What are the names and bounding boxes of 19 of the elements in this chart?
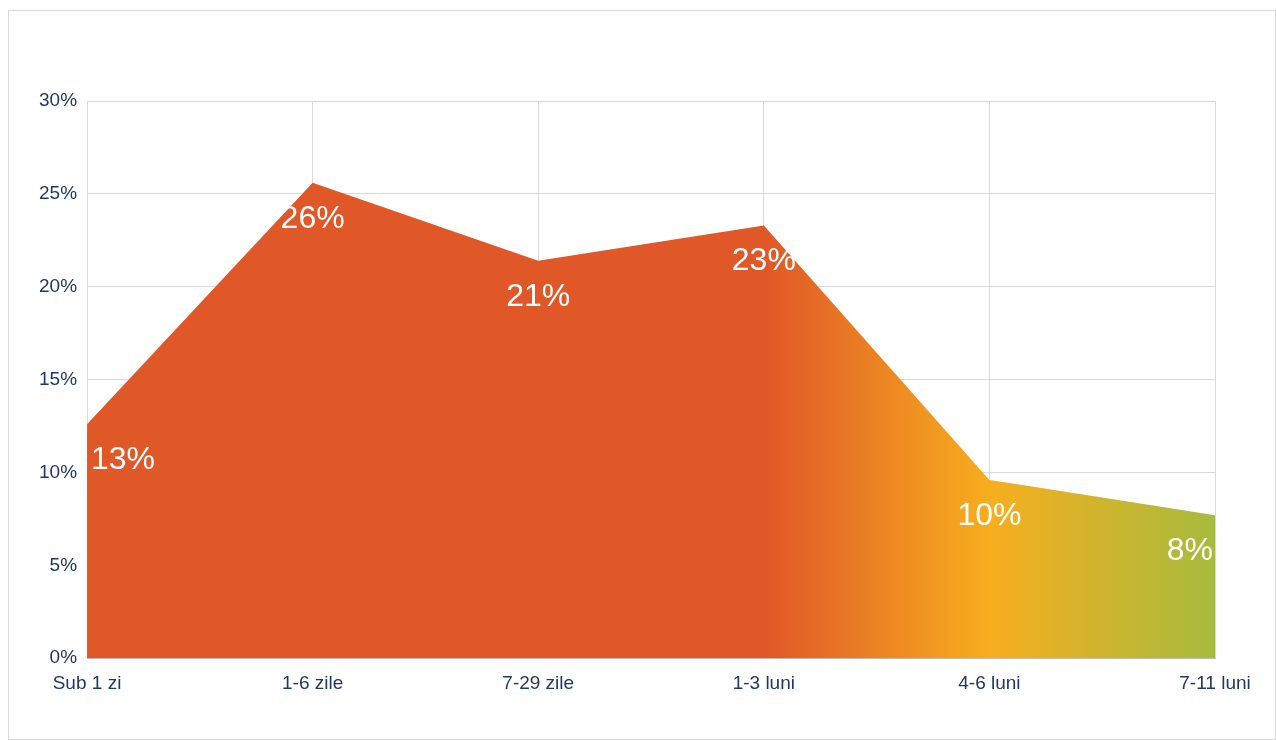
data-label: 26% <box>280 198 345 235</box>
y-tick-label: 15% <box>39 367 78 389</box>
data-label: 21% <box>506 276 571 313</box>
data-label: 13% <box>91 440 156 476</box>
y-tick-label: 0% <box>49 646 78 668</box>
y-tick-label: 5% <box>49 553 78 575</box>
y-tick-label: 30% <box>39 89 78 111</box>
x-tick-label: Sub 1 zi <box>52 671 122 693</box>
x-tick-label: 1-6 zile <box>282 671 344 693</box>
data-label: 10% <box>957 495 1022 532</box>
data-label: 8% <box>1166 531 1213 568</box>
x-tick-label: 7-11 luni <box>1179 671 1251 693</box>
x-tick-label: 4-6 luni <box>958 671 1021 693</box>
x-tick-label: 7-29 zile <box>502 671 575 693</box>
data-label: 23% <box>731 241 796 278</box>
x-tick-label: 1-3 luni <box>732 671 795 693</box>
y-tick-label: 10% <box>39 460 78 482</box>
y-tick-label: 20% <box>39 274 78 296</box>
y-tick-label: 25% <box>39 182 78 204</box>
